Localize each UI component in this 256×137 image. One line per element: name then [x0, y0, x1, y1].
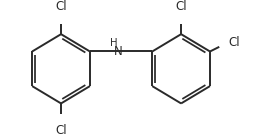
- Text: H: H: [110, 38, 117, 48]
- Text: Cl: Cl: [55, 0, 67, 13]
- Text: Cl: Cl: [229, 36, 240, 49]
- Text: Cl: Cl: [175, 0, 187, 13]
- Text: N: N: [114, 45, 123, 58]
- Text: Cl: Cl: [55, 124, 67, 137]
